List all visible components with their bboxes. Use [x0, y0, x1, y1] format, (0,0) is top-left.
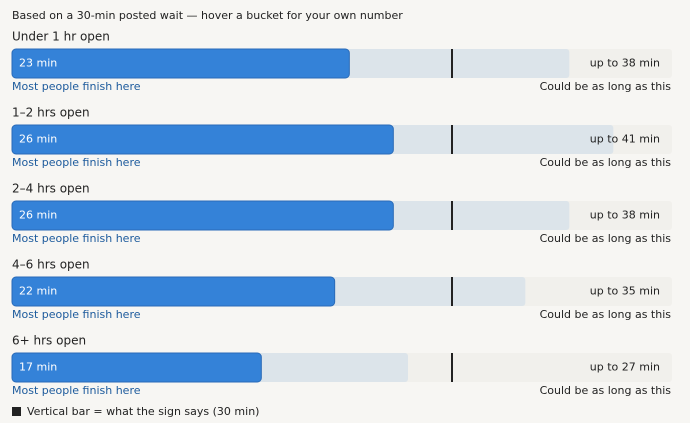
typical-value-label: 26 min	[19, 133, 57, 146]
typical-value-label: 17 min	[19, 361, 57, 374]
typical-bar[interactable]	[11, 352, 262, 383]
max-value-label: up to 38 min	[590, 57, 660, 70]
typical-bar[interactable]	[11, 276, 336, 307]
max-value-label: up to 27 min	[590, 361, 660, 374]
max-caption: Could be as long as this	[540, 232, 672, 245]
typical-caption: Most people finish here	[12, 384, 141, 397]
max-caption: Could be as long as this	[540, 308, 672, 321]
legend-label: Vertical bar = what the sign says (30 mi…	[27, 405, 259, 418]
row-label: 1–2 hrs open	[12, 106, 90, 120]
typical-value-label: 23 min	[19, 57, 57, 70]
typical-caption: Most people finish here	[12, 80, 141, 93]
typical-caption: Most people finish here	[12, 308, 141, 321]
max-value-label: up to 38 min	[590, 209, 660, 222]
typical-caption: Most people finish here	[12, 156, 141, 169]
max-caption: Could be as long as this	[540, 156, 672, 169]
row-label: 2–4 hrs open	[12, 182, 90, 196]
max-value-label: up to 41 min	[590, 133, 660, 146]
typical-caption: Most people finish here	[12, 232, 141, 245]
row-label: 6+ hrs open	[12, 334, 86, 348]
max-caption: Could be as long as this	[540, 80, 672, 93]
typical-value-label: 22 min	[19, 285, 57, 298]
typical-value-label: 26 min	[19, 209, 57, 222]
typical-bar[interactable]	[11, 48, 350, 79]
max-value-label: up to 35 min	[590, 285, 660, 298]
typical-bar[interactable]	[11, 200, 394, 231]
legend-swatch	[12, 407, 21, 416]
row-label: Under 1 hr open	[12, 30, 110, 44]
subtitle: Based on a 30-min posted wait — hover a …	[12, 9, 403, 22]
typical-bar[interactable]	[11, 124, 394, 155]
row-label: 4–6 hrs open	[12, 258, 90, 272]
max-caption: Could be as long as this	[540, 384, 672, 397]
